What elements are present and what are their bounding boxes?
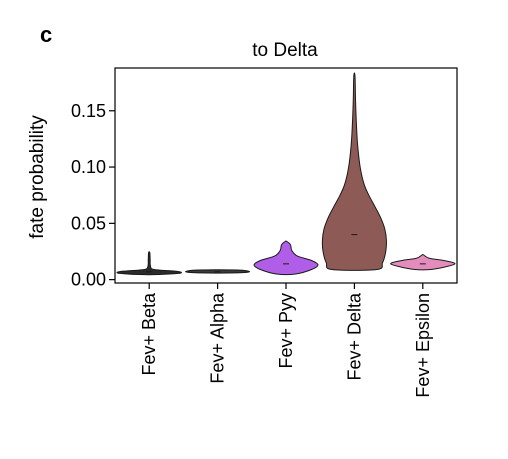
violin-fev-epsilon [390,253,456,271]
y-tick-label: 0.15 [71,101,106,121]
panel-label: c [40,22,52,47]
x-tick-label: Fev+ Beta [139,292,159,376]
x-tick-label: Fev+ Alpha [208,292,228,384]
y-axis-ticks: 0.00 0.05 0.10 0.15 [71,101,115,290]
violins-layer [116,72,456,276]
violin-fev-beta [116,251,182,276]
y-tick-label: 0.05 [71,213,106,233]
x-axis-ticks: Fev+ Beta Fev+ Alpha Fev+ Pyy Fev+ Delta Fev… [139,283,433,398]
x-tick-label: Fev+ Pyy [276,293,296,369]
y-tick-label: 0.10 [71,157,106,177]
x-tick-label: Fev+ Delta [344,292,364,381]
violin-fev-pyy [253,240,319,276]
y-tick-label: 0.00 [71,270,106,290]
y-axis-label: fate probability [27,115,48,239]
x-tick-label: Fev+ Epsilon [413,293,433,398]
violin-fev-delta [321,72,387,271]
chart-title: to Delta [252,40,318,61]
